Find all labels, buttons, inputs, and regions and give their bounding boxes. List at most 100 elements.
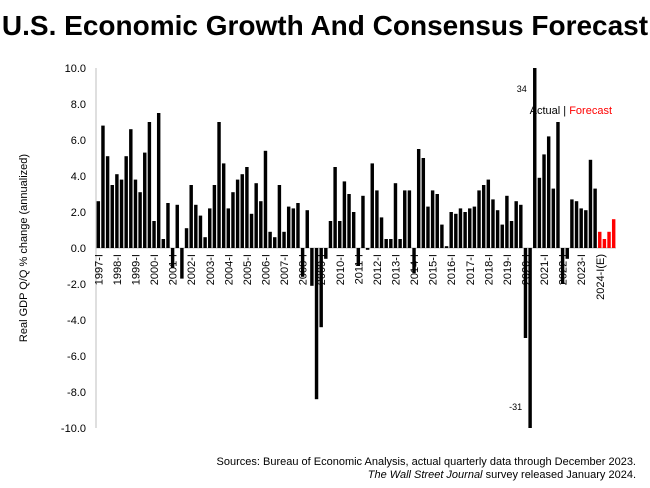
bar-actual bbox=[217, 122, 221, 248]
y-tick-label: 6.0 bbox=[71, 135, 86, 147]
bar-actual bbox=[528, 248, 532, 428]
bar-actual bbox=[565, 248, 569, 259]
bar-actual bbox=[310, 248, 314, 286]
bar-actual bbox=[189, 185, 193, 248]
bar-actual bbox=[235, 179, 240, 248]
x-tick-label: 2008-I bbox=[298, 254, 310, 285]
legend-separator: | bbox=[560, 105, 569, 117]
x-tick-label: 2021-I bbox=[539, 254, 551, 285]
bar-actual bbox=[356, 248, 361, 266]
x-tick-label: 2024-I(E) bbox=[595, 254, 607, 300]
bar-forecast bbox=[602, 239, 607, 248]
bar-actual bbox=[226, 208, 231, 248]
bar-actual bbox=[361, 195, 365, 248]
x-tick-label: 1997-I bbox=[93, 254, 105, 285]
bar-actual bbox=[110, 185, 114, 248]
bar-actual bbox=[588, 159, 593, 248]
bar-actual bbox=[477, 190, 481, 248]
y-tick-label: -4.0 bbox=[67, 315, 86, 327]
bar-actual bbox=[166, 203, 170, 248]
annotation-label: 34 bbox=[517, 84, 527, 94]
bar-actual bbox=[486, 179, 491, 248]
y-tick-label: -8.0 bbox=[67, 387, 86, 399]
bar-actual bbox=[351, 212, 356, 248]
x-tick-label: 2005-I bbox=[242, 254, 254, 285]
x-axis-tick-labels: 1997-I 1998-I 1999-I 2000-I 2001-I 2002-I 2003… bbox=[93, 254, 606, 300]
bar-actual bbox=[593, 188, 597, 248]
x-tick-label: 2018-I bbox=[483, 254, 495, 285]
bar-actual bbox=[537, 177, 542, 248]
bar-actual bbox=[273, 237, 277, 248]
bar-actual bbox=[393, 183, 398, 248]
bar-actual bbox=[305, 210, 309, 248]
legend-forecast: Forecast bbox=[569, 105, 612, 117]
bar-actual bbox=[324, 248, 328, 259]
bar-actual bbox=[389, 239, 393, 248]
source-line: Sources: Bureau of Economic Analysis, ac… bbox=[216, 456, 636, 468]
bar-actual bbox=[407, 190, 412, 248]
bar-actual bbox=[212, 185, 217, 248]
bar-actual bbox=[133, 179, 138, 248]
bar-actual bbox=[542, 154, 546, 248]
bar-actual bbox=[519, 204, 523, 248]
x-tick-label: 2020-I bbox=[520, 254, 532, 285]
bar-actual bbox=[184, 228, 189, 248]
x-tick-label: 2002-I bbox=[186, 254, 198, 285]
bar-actual bbox=[342, 181, 347, 248]
bar-actual bbox=[444, 246, 449, 248]
bar-actual bbox=[560, 248, 565, 284]
x-tick-label: 2015-I bbox=[428, 254, 440, 285]
x-tick-label: 1999-I bbox=[130, 254, 142, 285]
source-note: Sources: Bureau of Economic Analysis, ac… bbox=[217, 456, 636, 482]
bars bbox=[96, 68, 616, 428]
bar-actual bbox=[105, 156, 110, 248]
bar-actual bbox=[579, 208, 583, 248]
x-tick-label: 2012-I bbox=[372, 254, 384, 285]
bar-actual bbox=[96, 201, 101, 248]
x-tick-label: 2006-I bbox=[260, 254, 272, 285]
annotations: 34 -31 bbox=[509, 84, 527, 412]
bar-actual bbox=[208, 208, 212, 248]
bar-actual bbox=[412, 248, 416, 274]
y-tick-label: 0.0 bbox=[71, 243, 86, 255]
bar-actual bbox=[268, 231, 272, 248]
bar-actual bbox=[124, 156, 128, 248]
bar-actual bbox=[259, 201, 263, 248]
bar-actual bbox=[570, 199, 574, 248]
bar-actual bbox=[170, 248, 175, 268]
bar-actual bbox=[291, 208, 296, 248]
y-tick-label: -2.0 bbox=[67, 279, 86, 291]
bar-actual bbox=[231, 192, 235, 248]
y-tick-label: 8.0 bbox=[71, 99, 86, 111]
bar-actual bbox=[115, 174, 119, 248]
bar-actual bbox=[584, 210, 588, 248]
x-tick-label: 2023-I bbox=[576, 254, 588, 285]
x-tick-label: 2003-I bbox=[205, 254, 217, 285]
bar-actual bbox=[546, 136, 551, 248]
chart-title: U.S. Economic Growth And Consensus Forec… bbox=[1, 10, 649, 41]
bar-actual bbox=[574, 201, 579, 248]
bar-actual bbox=[491, 199, 495, 248]
bar-actual bbox=[370, 163, 374, 248]
bar-actual bbox=[454, 213, 458, 248]
x-tick-label: 2014-I bbox=[409, 254, 421, 285]
bar-actual bbox=[533, 68, 537, 248]
bar-forecast bbox=[611, 219, 616, 248]
legend-actual: Actual bbox=[530, 105, 561, 117]
bar-actual bbox=[495, 210, 500, 248]
bar-actual bbox=[152, 221, 156, 248]
bar-actual bbox=[203, 237, 207, 248]
bar-actual bbox=[147, 122, 152, 248]
bar-actual bbox=[416, 149, 421, 248]
bar-actual bbox=[347, 194, 351, 248]
x-tick-label: 2022-I bbox=[558, 254, 570, 285]
annotation-label: -31 bbox=[509, 402, 522, 412]
bar-actual bbox=[523, 248, 528, 338]
y-tick-label: 10.0 bbox=[65, 63, 86, 75]
bar-actual bbox=[221, 163, 226, 248]
x-tick-label: 2009-I bbox=[316, 254, 328, 285]
survey-line: The Wall Street Journal survey released … bbox=[217, 469, 636, 482]
x-tick-label: 2017-I bbox=[465, 254, 477, 285]
bar-actual bbox=[500, 224, 504, 248]
